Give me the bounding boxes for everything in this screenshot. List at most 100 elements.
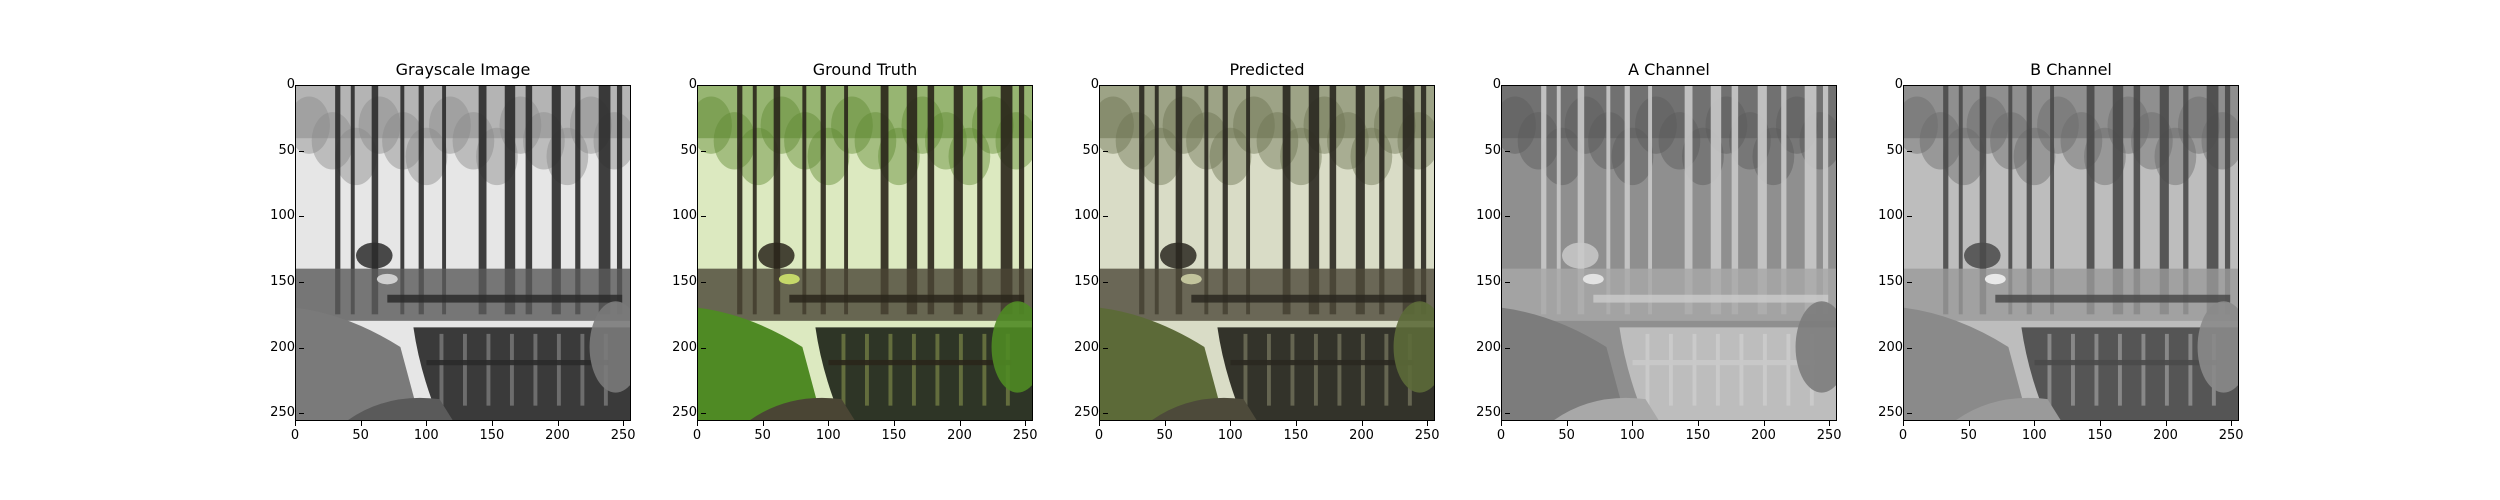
tree-trunk — [1943, 86, 1949, 315]
tree-trunk — [335, 86, 341, 315]
stump — [1964, 242, 2001, 269]
foliage-cluster — [405, 127, 448, 186]
y-tick-label: 250 — [1074, 405, 1108, 421]
tree-reflection — [1645, 333, 1650, 406]
stream — [1217, 327, 1434, 420]
x-tick-label: 150 — [874, 421, 914, 444]
tree-reflection — [509, 333, 514, 406]
x-tick-label: 100 — [808, 421, 848, 444]
y-tick-label: 150 — [1476, 273, 1510, 289]
tree-trunk — [1139, 86, 1145, 315]
tree-trunk — [927, 86, 935, 315]
tree-trunk — [1308, 86, 1320, 315]
tree-reflection — [533, 333, 538, 406]
x-tick-label: 100 — [2014, 421, 2054, 444]
x-tick-label: 50 — [743, 421, 783, 444]
tree-reflection — [958, 333, 963, 406]
stump — [1562, 242, 1599, 269]
image-axes — [295, 85, 631, 421]
foliage-cluster — [807, 127, 850, 186]
stream — [2021, 327, 2238, 420]
forest-scene-predicted — [1100, 86, 1434, 420]
tree-reflection — [486, 333, 491, 406]
foliage-cluster — [1943, 127, 1985, 186]
x-tick-label: 150 — [2080, 421, 2120, 444]
tree-trunk — [2159, 86, 2169, 315]
foliage-cluster — [1564, 96, 1607, 154]
foliage-cluster — [311, 112, 354, 170]
tree-reflection — [2071, 333, 2075, 406]
tree-trunk — [1556, 86, 1561, 315]
y-tick-label: 50 — [1082, 142, 1108, 158]
x-tick-label: 50 — [1949, 421, 1989, 444]
foliage-cluster — [2013, 127, 2056, 186]
stream — [413, 327, 630, 420]
tree-trunk — [350, 86, 355, 315]
tree-trunk — [2112, 86, 2124, 315]
tree-reflection — [580, 333, 585, 406]
footbridge — [426, 359, 610, 366]
footbridge — [828, 359, 1012, 366]
panel-title: Ground Truth — [812, 60, 918, 79]
x-tick-label: 50 — [1145, 421, 1185, 444]
subplot-panel: A Channel 0 50 100 150 200 250 0 50 100 150 200 250 — [1475, 0, 1875, 500]
tree-trunk — [551, 86, 561, 315]
foliage-cluster — [1611, 127, 1654, 186]
tree-trunk — [1018, 86, 1025, 315]
x-tick-label: 150 — [1276, 421, 1316, 444]
tree-trunk — [844, 86, 849, 315]
tree-reflection — [1337, 333, 1342, 406]
tree-trunk — [1246, 86, 1251, 315]
pebble-bank — [1956, 397, 2061, 420]
tree-trunk — [1282, 86, 1291, 315]
tree-reflection — [1384, 333, 1389, 406]
foliage-cluster — [358, 96, 401, 154]
pebble-bank — [348, 397, 453, 420]
forest-scene-color — [698, 86, 1032, 420]
foliage-cluster — [698, 96, 732, 154]
x-tick-label: 0 — [677, 421, 717, 444]
foliage-cluster — [760, 96, 803, 154]
tree-trunk — [598, 86, 611, 315]
tree-trunk — [2133, 86, 2141, 315]
panel-title: Predicted — [1229, 60, 1305, 79]
x-tick-label: 250 — [1407, 421, 1447, 444]
foliage-cluster — [737, 127, 779, 186]
y-tick-label: 250 — [1878, 405, 1912, 421]
tree-reflection — [1290, 333, 1295, 406]
x-tick-label: 150 — [1678, 421, 1718, 444]
x-tick-label: 250 — [603, 421, 643, 444]
tree-trunk — [2008, 86, 2013, 315]
tree-trunk — [1731, 86, 1739, 315]
tree-trunk — [575, 86, 581, 315]
tree-trunk — [1541, 86, 1547, 315]
pebble-bank — [750, 397, 855, 420]
tree-reflection — [2094, 333, 2099, 406]
foliage-cluster — [831, 96, 873, 154]
x-tick-label: 250 — [1005, 421, 1045, 444]
y-tick-label: 250 — [672, 405, 706, 421]
tree-reflection — [911, 333, 916, 406]
tree-reflection — [1243, 333, 1248, 406]
fallen-log — [387, 294, 623, 303]
y-tick-label: 200 — [672, 339, 706, 355]
tree-trunk — [1979, 86, 1987, 315]
right-shrub — [991, 301, 1032, 393]
tree-trunk — [977, 86, 983, 315]
tree-reflection — [1313, 333, 1318, 406]
y-tick-label: 50 — [1886, 142, 1912, 158]
x-tick-label: 100 — [1612, 421, 1652, 444]
tree-reflection — [1715, 333, 1720, 406]
grass-bank — [1502, 307, 1626, 420]
tree-reflection — [1762, 333, 1767, 406]
tree-trunk — [1402, 86, 1415, 315]
y-tick-label: 150 — [270, 273, 304, 289]
tree-trunk — [478, 86, 487, 315]
tree-trunk — [2183, 86, 2189, 315]
y-tick-label: 150 — [672, 273, 706, 289]
foliage-cluster — [1502, 96, 1536, 154]
tree-trunk — [820, 86, 826, 315]
tree-trunk — [1958, 86, 1963, 315]
tree-trunk — [2086, 86, 2095, 315]
y-tick-label: 250 — [1476, 405, 1510, 421]
